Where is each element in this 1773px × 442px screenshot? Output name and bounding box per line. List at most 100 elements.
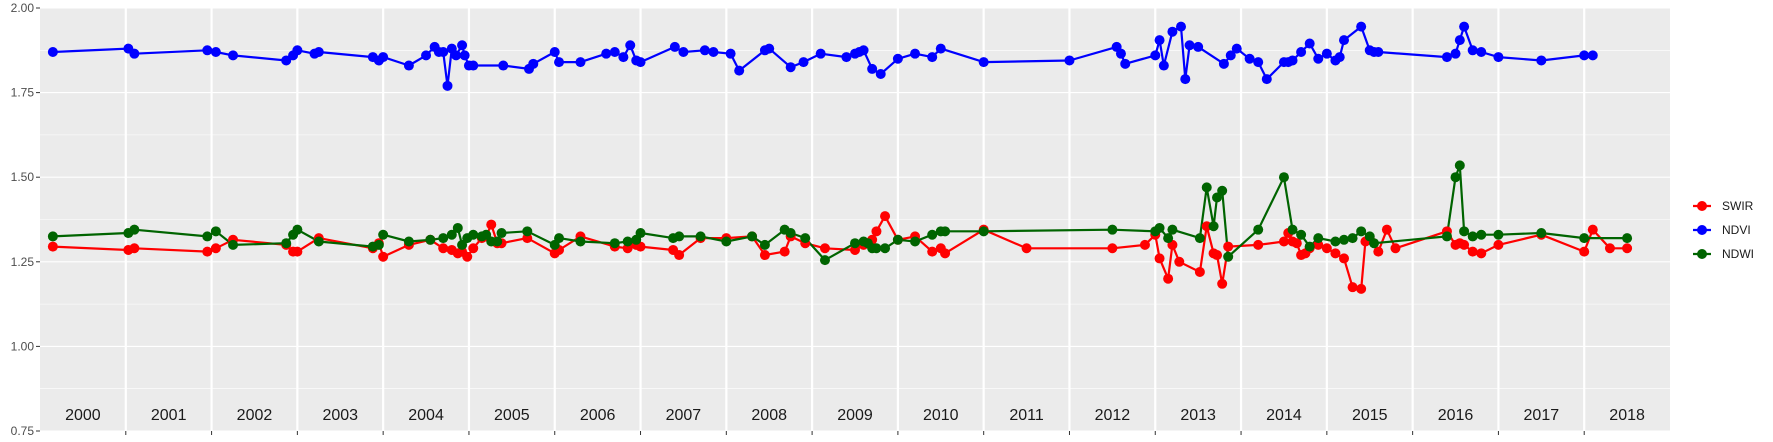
- data-point-ndwi: [1330, 236, 1341, 247]
- year-label: 2001: [151, 407, 187, 424]
- year-label: 2009: [837, 407, 873, 424]
- data-point-swir: [1467, 246, 1478, 257]
- data-point-swir: [1217, 278, 1228, 289]
- data-point-ndwi: [978, 226, 989, 237]
- data-point-ndvi: [1373, 46, 1384, 57]
- data-point-swir: [1579, 246, 1590, 257]
- data-point-ndwi: [1622, 233, 1633, 244]
- data-point-ndwi: [1278, 172, 1289, 183]
- data-point-ndwi: [785, 228, 796, 239]
- data-point-ndvi: [1339, 35, 1349, 46]
- data-point-ndvi: [1321, 48, 1332, 59]
- data-point-swir: [779, 246, 790, 257]
- data-point-ndvi: [1180, 74, 1191, 85]
- year-label: 2018: [1609, 407, 1645, 424]
- data-point-ndvi: [935, 43, 946, 54]
- data-point-ndwi: [892, 234, 903, 245]
- data-point-ndwi: [1369, 238, 1380, 249]
- data-point-ndvi: [438, 46, 449, 57]
- data-point-ndwi: [403, 236, 414, 247]
- data-point-ndwi: [695, 231, 706, 242]
- data-point-swir: [1021, 243, 1032, 254]
- data-point-ndvi: [1296, 46, 1307, 57]
- data-point-ndvi: [1225, 50, 1236, 61]
- data-point-ndvi: [451, 50, 462, 61]
- data-point-ndvi: [669, 41, 680, 52]
- data-point-ndwi: [819, 255, 830, 266]
- data-point-ndwi: [1493, 229, 1504, 240]
- data-point-swir: [1223, 241, 1234, 252]
- data-point-ndvi: [978, 57, 989, 68]
- data-point-ndvi: [202, 45, 213, 56]
- data-point-ndwi: [129, 224, 140, 235]
- data-point-ndvi: [875, 68, 886, 79]
- data-point-ndwi: [609, 238, 620, 249]
- data-point-ndvi: [910, 48, 921, 59]
- data-point-ndwi: [496, 228, 507, 239]
- data-point-ndwi: [1476, 229, 1487, 240]
- data-point-ndvi: [785, 62, 796, 73]
- data-point-ndvi: [1218, 58, 1229, 69]
- data-point-ndvi: [764, 43, 775, 54]
- data-point-ndwi: [1253, 224, 1264, 235]
- data-point-ndvi: [421, 50, 432, 61]
- data-point-ndvi: [313, 46, 324, 57]
- data-point-swir: [1253, 239, 1264, 250]
- data-point-ndvi: [228, 50, 239, 61]
- data-point-ndvi: [468, 60, 479, 71]
- data-point-ndvi: [635, 57, 646, 68]
- data-point-ndwi: [1163, 233, 1174, 244]
- data-point-swir: [1604, 243, 1615, 254]
- data-point-ndvi: [378, 52, 389, 63]
- data-point-ndvi: [1493, 52, 1504, 63]
- data-point-swir: [819, 243, 830, 254]
- data-point-ndwi: [228, 239, 239, 250]
- data-point-swir: [47, 241, 58, 252]
- data-point-ndvi: [1231, 43, 1242, 54]
- data-point-swir: [940, 248, 951, 259]
- year-label: 2007: [666, 407, 702, 424]
- data-point-ndvi: [1313, 53, 1324, 64]
- data-point-ndvi: [1459, 21, 1470, 32]
- y-tick-label: 1.75: [11, 86, 35, 100]
- data-point-ndwi: [800, 233, 811, 244]
- data-point-ndvi: [1587, 50, 1598, 61]
- year-label: 2011: [1009, 407, 1044, 424]
- data-point-ndwi: [674, 231, 685, 242]
- data-point-ndwi: [446, 229, 457, 240]
- data-point-ndwi: [1208, 221, 1219, 232]
- data-point-ndvi: [1253, 57, 1264, 68]
- year-label: 2006: [580, 407, 616, 424]
- data-point-ndwi: [1154, 222, 1165, 233]
- data-point-ndvi: [457, 40, 468, 51]
- data-point-swir: [1356, 283, 1367, 294]
- data-point-ndwi: [522, 226, 533, 237]
- year-label: 2008: [751, 407, 787, 424]
- data-point-swir: [1139, 239, 1150, 250]
- data-point-swir: [1339, 253, 1349, 264]
- data-point-ndvi: [798, 57, 809, 68]
- data-point-ndwi: [940, 226, 951, 237]
- data-point-ndwi: [492, 236, 503, 247]
- data-point-ndwi: [210, 226, 221, 237]
- data-point-ndvi: [841, 52, 852, 63]
- data-point-ndvi: [609, 46, 620, 57]
- legend-label-swir: SWIR: [1722, 199, 1754, 213]
- data-point-ndwi: [1441, 231, 1452, 242]
- data-point-swir: [674, 250, 685, 261]
- data-point-ndvi: [1158, 60, 1169, 71]
- legend-key-point-ndvi: [1697, 225, 1707, 235]
- data-point-ndwi: [575, 236, 586, 247]
- data-point-ndwi: [1536, 228, 1547, 239]
- data-point-swir: [486, 219, 497, 230]
- legend-label-ndwi: NDWI: [1722, 247, 1754, 261]
- data-point-swir: [1622, 243, 1633, 254]
- data-point-ndvi: [281, 55, 292, 66]
- data-point-ndvi: [1176, 21, 1186, 32]
- data-point-ndwi: [850, 238, 860, 249]
- data-point-ndwi: [452, 222, 463, 233]
- data-point-ndvi: [1193, 41, 1204, 52]
- data-point-ndwi: [635, 228, 646, 239]
- data-point-swir: [1390, 243, 1401, 254]
